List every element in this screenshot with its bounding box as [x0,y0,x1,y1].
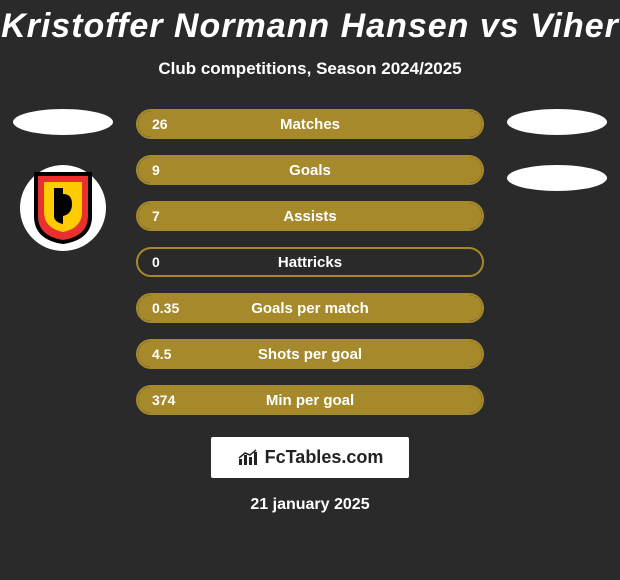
stat-label: Min per goal [138,392,482,409]
comparison-body: 26Matches 9Goals 7Assists 0Hattricks 0.35Goa… [0,109,620,415]
player-photo-placeholder [13,109,113,135]
club-crest-placeholder [507,165,607,191]
page-title: Kristoffer Normann Hansen vs Viher [1,8,619,45]
stat-row: 0.35Goals per match [136,293,484,323]
left-side [8,109,118,415]
stat-row: 374Min per goal [136,385,484,415]
stat-row: 0Hattricks [136,247,484,277]
club-crest [20,165,106,251]
stat-label: Goals per match [138,300,482,317]
stat-label: Assists [138,208,482,225]
stat-row: 26Matches [136,109,484,139]
root: Kristoffer Normann Hansen vs Viher Club … [0,0,620,580]
date-label: 21 january 2025 [250,496,369,514]
right-side [502,109,612,415]
stat-label: Matches [138,116,482,133]
brand-badge: FcTables.com [211,437,410,478]
stat-label: Shots per goal [138,346,482,363]
footer: FcTables.com 21 january 2025 [211,437,410,514]
stats-column: 26Matches 9Goals 7Assists 0Hattricks 0.35Goa… [118,109,502,415]
shield-icon [32,172,94,244]
stat-row: 4.5Shots per goal [136,339,484,369]
player-photo-placeholder [507,109,607,135]
chart-icon [237,449,259,467]
stat-row: 7Assists [136,201,484,231]
stat-label: Hattricks [138,254,482,271]
brand-label: FcTables.com [265,447,384,468]
stat-label: Goals [138,162,482,179]
stat-row: 9Goals [136,155,484,185]
subtitle: Club competitions, Season 2024/2025 [158,59,461,79]
